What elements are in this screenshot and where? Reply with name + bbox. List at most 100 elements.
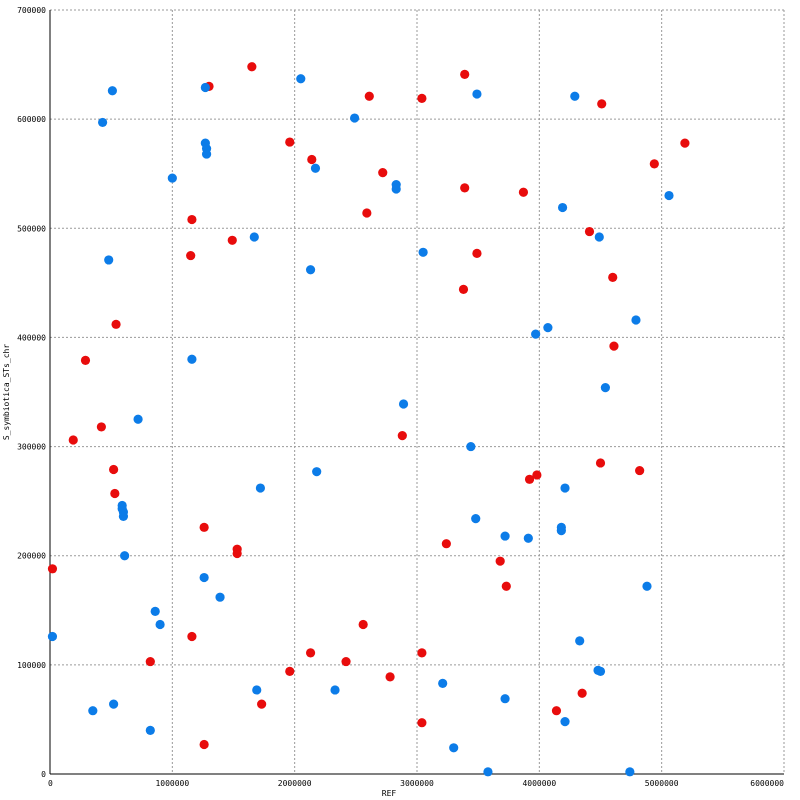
x-tick-label: 2000000 — [278, 779, 312, 788]
data-point — [597, 99, 607, 109]
data-point — [680, 138, 690, 148]
data-point — [341, 656, 351, 667]
data-point — [350, 113, 360, 123]
x-tick-label: 1000000 — [155, 779, 189, 788]
data-point — [418, 247, 428, 257]
data-point — [391, 184, 401, 194]
data-point — [600, 383, 610, 393]
data-point — [362, 208, 372, 218]
data-point — [167, 173, 177, 183]
data-point — [145, 725, 155, 735]
data-point — [110, 488, 120, 499]
data-point — [560, 717, 570, 727]
data-point — [466, 441, 476, 452]
x-tick-label: 4000000 — [522, 779, 556, 788]
data-point — [187, 631, 197, 642]
data-point — [249, 232, 259, 242]
data-point — [398, 399, 409, 409]
data-point — [285, 137, 295, 147]
data-point — [417, 718, 427, 728]
data-point — [96, 422, 106, 432]
data-point — [501, 581, 511, 591]
data-point — [285, 666, 295, 677]
data-point — [518, 187, 529, 197]
data-point — [635, 465, 645, 476]
data-point — [227, 235, 237, 245]
data-point — [397, 431, 407, 441]
data-point — [608, 272, 618, 282]
data-point — [155, 619, 165, 630]
x-tick-label: 5000000 — [645, 779, 679, 788]
data-point — [186, 250, 196, 261]
data-point — [310, 163, 321, 173]
data-point — [201, 149, 212, 159]
data-point — [247, 62, 257, 72]
y-tick-label: 0 — [41, 770, 46, 779]
data-point — [107, 86, 117, 96]
data-point — [523, 533, 533, 543]
data-point — [495, 556, 505, 566]
data-point — [551, 706, 562, 716]
data-point — [577, 688, 587, 698]
data-point — [543, 323, 553, 333]
data-point — [500, 694, 510, 704]
data-point — [449, 743, 459, 753]
data-point — [649, 159, 659, 169]
x-tick-label: 3000000 — [400, 779, 434, 788]
data-point — [199, 739, 209, 750]
data-point — [594, 232, 604, 242]
x-tick-labels: 0 1000000 2000000 3000000 4000000 5000000 6000… — [48, 779, 784, 788]
data-point — [47, 631, 58, 642]
data-point — [312, 467, 322, 477]
data-point — [557, 202, 568, 213]
data-point — [200, 82, 210, 93]
data-point — [595, 458, 606, 468]
x-tick-label: 6000000 — [750, 779, 784, 788]
data-point — [104, 255, 114, 265]
data-point — [252, 685, 262, 695]
data-point — [560, 483, 570, 493]
data-point — [187, 214, 197, 225]
data-point — [199, 522, 209, 532]
y-tick-label: 500000 — [17, 224, 46, 233]
data-point — [460, 69, 470, 79]
data-point — [460, 183, 470, 193]
data-point — [524, 474, 535, 484]
data-point — [307, 154, 317, 165]
data-point — [556, 526, 566, 536]
y-tick-label: 400000 — [17, 333, 46, 342]
data-point — [500, 531, 510, 541]
data-point — [664, 190, 674, 201]
data-point — [120, 551, 130, 561]
data-point — [458, 284, 469, 295]
data-point — [625, 767, 635, 777]
data-point — [305, 265, 316, 275]
data-point — [98, 117, 108, 128]
data-point — [441, 539, 451, 549]
data-point — [595, 666, 606, 677]
data-point — [80, 355, 91, 365]
y-tick-label: 600000 — [17, 115, 46, 124]
data-point — [111, 319, 121, 329]
data-point — [385, 672, 395, 682]
data-point — [631, 315, 641, 325]
data-point — [438, 678, 448, 689]
data-points — [47, 62, 690, 777]
data-point — [364, 91, 374, 101]
data-point — [145, 656, 155, 667]
data-point — [570, 91, 580, 101]
data-point — [575, 636, 585, 646]
data-point — [296, 74, 306, 84]
y-axis-label: S_symbiotica_STs_chr — [2, 344, 11, 441]
y-tick-label: 700000 — [17, 6, 46, 15]
data-point — [199, 572, 209, 583]
data-point — [609, 341, 619, 351]
data-point — [330, 685, 340, 695]
data-point — [305, 648, 316, 658]
data-point — [378, 168, 388, 178]
data-point — [472, 89, 482, 99]
data-point — [358, 619, 368, 630]
data-point — [483, 767, 493, 777]
data-point — [257, 699, 267, 709]
